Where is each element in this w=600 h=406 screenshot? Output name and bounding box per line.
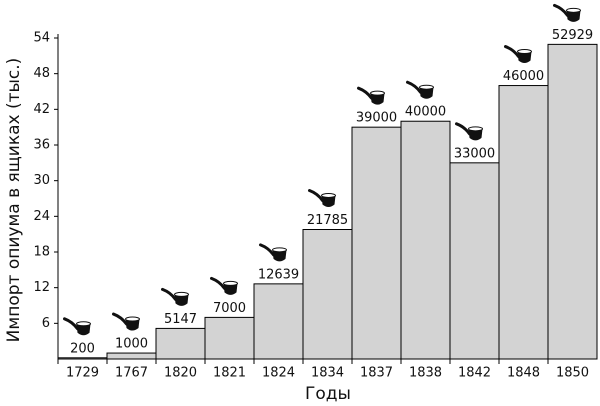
value-label: 33000 xyxy=(454,146,495,161)
x-tick-label: 1848 xyxy=(507,366,540,381)
bar xyxy=(351,126,402,360)
pipe-rim xyxy=(566,7,581,13)
value-label: 52929 xyxy=(552,28,593,43)
pipe-icon xyxy=(161,287,189,306)
x-tick-label: 1837 xyxy=(360,366,393,381)
pipe-stem xyxy=(357,86,373,100)
pipe-rim xyxy=(272,247,287,253)
pipe-icon xyxy=(112,312,140,331)
pipe-stem xyxy=(455,122,471,136)
pipe-bowl xyxy=(566,10,581,22)
pipe-icon xyxy=(357,86,385,105)
y-tick-label: 6 xyxy=(42,316,50,331)
pipe-rim xyxy=(517,49,532,55)
value-label: 46000 xyxy=(503,69,544,84)
value-label: 200 xyxy=(70,341,95,356)
bar xyxy=(155,327,206,360)
pipe-stem xyxy=(112,312,128,326)
value-label: 40000 xyxy=(405,105,446,120)
x-tick-label: 1842 xyxy=(458,366,491,381)
value-label: 7000 xyxy=(213,301,246,316)
pipe-stem xyxy=(553,3,569,17)
y-tick-label: 12 xyxy=(33,280,50,295)
pipe-bowl xyxy=(272,249,287,262)
pipe-stem xyxy=(259,243,275,257)
pipe-bowl xyxy=(125,319,140,331)
pipe-rim xyxy=(125,316,140,322)
pipe-icon xyxy=(504,45,532,64)
x-tick-label: 1729 xyxy=(66,366,99,381)
x-tick-label: 1834 xyxy=(311,366,344,381)
y-tick-label: 18 xyxy=(33,245,50,260)
pipe-bowl xyxy=(76,323,91,336)
pipe-rim xyxy=(419,84,434,90)
y-tick-label: 36 xyxy=(33,138,50,153)
x-tick-label: 1821 xyxy=(213,366,246,381)
y-tick-label: 24 xyxy=(33,209,50,224)
pipe-stem xyxy=(504,45,520,59)
value-label: 39000 xyxy=(356,111,397,126)
y-tick-label: 42 xyxy=(33,102,50,117)
bar xyxy=(253,283,304,360)
pipe-rim xyxy=(370,90,385,96)
pipe-icon xyxy=(259,243,287,262)
bar xyxy=(106,352,157,360)
pipe-icon xyxy=(553,3,581,22)
pipe-icon xyxy=(63,317,91,336)
bar xyxy=(302,229,353,360)
bar xyxy=(498,85,549,360)
bar xyxy=(400,120,451,360)
x-tick-label: 1838 xyxy=(409,366,442,381)
x-tick-label: 1820 xyxy=(164,366,197,381)
value-label: 12639 xyxy=(258,267,299,282)
pipe-icon xyxy=(210,276,238,295)
value-label: 1000 xyxy=(115,337,148,352)
pipe-bowl xyxy=(419,87,434,99)
pipe-bowl xyxy=(223,283,238,295)
x-tick-label: 1767 xyxy=(115,366,148,381)
bar xyxy=(204,316,255,360)
pipe-stem xyxy=(63,317,79,331)
x-axis-label: Годы xyxy=(305,384,351,404)
bar xyxy=(449,162,500,360)
y-axis-label: Импорт опиума в ящиках (тыс.) xyxy=(4,58,24,343)
pipe-icon xyxy=(406,80,434,99)
pipe-rim xyxy=(223,280,238,286)
pipe-icon xyxy=(455,122,483,141)
pipe-bowl xyxy=(321,195,336,208)
value-label: 5147 xyxy=(164,312,197,327)
pipe-bowl xyxy=(468,128,483,141)
pipe-icon xyxy=(308,189,336,208)
pipe-stem xyxy=(308,189,324,203)
pipe-stem xyxy=(210,276,226,290)
y-tick-label: 54 xyxy=(33,31,50,46)
bar xyxy=(547,43,598,360)
y-tick-label: 48 xyxy=(33,66,50,81)
value-label: 21785 xyxy=(307,213,348,228)
pipe-bowl xyxy=(370,93,385,105)
pipe-rim xyxy=(468,126,483,132)
x-tick-label: 1850 xyxy=(556,366,589,381)
pipe-stem xyxy=(406,80,422,94)
pipe-bowl xyxy=(517,51,532,64)
pipe-bowl xyxy=(174,294,189,306)
pipe-stem xyxy=(161,287,177,301)
y-tick-label: 30 xyxy=(33,173,50,188)
pipe-rim xyxy=(76,321,91,327)
pipe-rim xyxy=(174,291,189,297)
pipe-rim xyxy=(321,193,336,199)
x-tick-label: 1824 xyxy=(262,366,295,381)
